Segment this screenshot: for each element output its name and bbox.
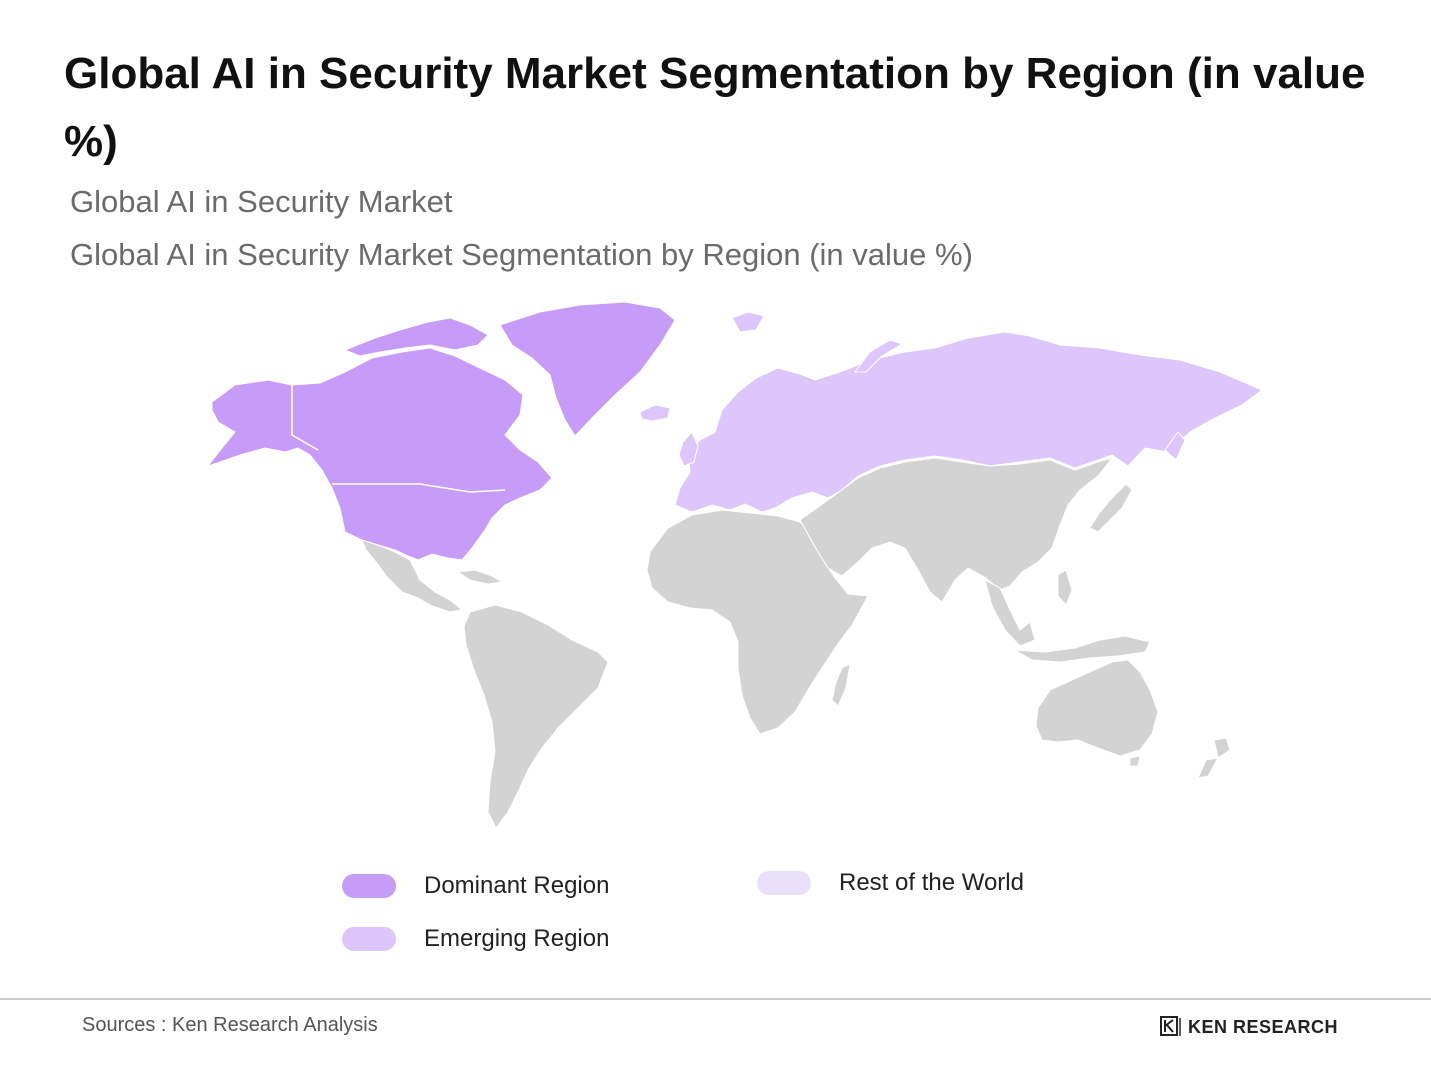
world-map (206, 301, 1263, 829)
region-europe-russia (674, 331, 1263, 513)
logo-mark-icon (1160, 1016, 1181, 1036)
subtitle-segmentation: Global AI in Security Market Segmentatio… (70, 237, 973, 272)
region-new-zealand (1197, 737, 1231, 779)
legend-emerging-swatch (342, 927, 396, 951)
legend-emerging: Emerging Region (342, 925, 609, 953)
legend-dominant-swatch (342, 874, 396, 898)
region-africa (646, 509, 869, 735)
region-central-america (361, 539, 464, 613)
border-us-canada (332, 483, 506, 493)
legend-emerging-label: Emerging Region (424, 925, 610, 952)
footer-divider (0, 998, 1431, 1000)
region-caribbean (456, 569, 504, 585)
source-text: Sources : Ken Research Analysis (82, 1014, 378, 1036)
logo-text: KEN RESEARCH (1188, 1016, 1339, 1037)
region-asia (799, 457, 1114, 603)
region-uk (678, 431, 699, 467)
region-philippines (1057, 569, 1073, 606)
region-novaya-zemlya (854, 339, 904, 373)
region-madagascar (831, 663, 851, 707)
border-alaska (291, 385, 319, 451)
region-svalbard (731, 311, 765, 333)
region-south-america (463, 604, 609, 829)
region-iceland (639, 404, 671, 422)
page-title: Global AI in Security Market Segmentatio… (64, 49, 1366, 166)
subtitle-market: Global AI in Security Market (70, 184, 453, 219)
legend-rest-swatch (757, 871, 811, 895)
region-japan (1089, 483, 1133, 533)
legend-rest-label: Rest of the World (839, 869, 1024, 896)
region-kamchatka (1164, 431, 1186, 461)
region-indonesia (1014, 635, 1151, 663)
region-north-america (206, 347, 553, 561)
region-arctic-islands (343, 317, 489, 357)
region-southeast-asia (984, 579, 1036, 647)
region-greenland (499, 301, 676, 437)
legend-rest: Rest of the World (757, 869, 1024, 897)
region-tasmania (1129, 755, 1141, 767)
legend-dominant: Dominant Region (342, 872, 609, 900)
region-australia (1035, 659, 1159, 757)
legend-dominant-label: Dominant Region (424, 872, 610, 899)
ken-research-logo: KEN RESEARCH (1160, 1016, 1338, 1038)
